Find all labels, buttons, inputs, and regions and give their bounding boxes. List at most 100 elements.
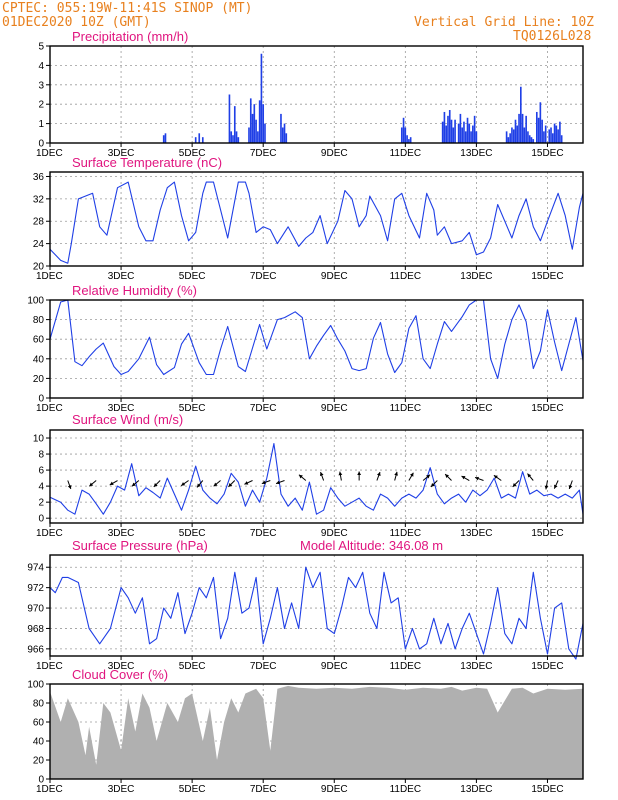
precip-bar xyxy=(258,100,261,143)
x-tick-label: 7DEC xyxy=(250,528,277,539)
precip-bar xyxy=(555,125,558,143)
precip-bar xyxy=(285,133,288,143)
precip-bar xyxy=(461,127,464,143)
precip-bar xyxy=(537,117,540,143)
precip-bar xyxy=(198,133,201,143)
precip-bar xyxy=(162,135,165,143)
grid-line-note: Vertical Grid Line: 10Z xyxy=(414,15,594,30)
precip-bar xyxy=(164,133,167,143)
wind-arrow-head xyxy=(153,483,158,487)
precip-bar xyxy=(544,125,547,143)
y-tick-label: 0 xyxy=(38,139,44,150)
precip-bar xyxy=(518,113,520,143)
y-tick-label: 4 xyxy=(38,482,44,493)
precip-bar xyxy=(441,121,444,143)
precip-bar xyxy=(528,135,531,143)
precip-bar xyxy=(264,123,266,143)
precip-bar xyxy=(406,135,408,143)
temp-line xyxy=(49,181,584,264)
precip-bar xyxy=(280,113,282,143)
wind-vector-arrow xyxy=(553,480,559,489)
wind-arrow-head xyxy=(568,485,573,489)
y-tick-label: 968 xyxy=(27,624,44,635)
precip-bar xyxy=(548,129,551,143)
y-tick-label: 966 xyxy=(27,644,44,655)
precip-bar xyxy=(539,102,542,143)
x-tick-label: 3DEC xyxy=(108,403,135,414)
precip-bar xyxy=(472,125,474,143)
precip-bar xyxy=(232,135,234,143)
wind-arrow-head xyxy=(197,483,201,488)
panel-frame xyxy=(49,45,584,144)
precip-bar xyxy=(530,137,533,143)
x-tick-label: 11DEC xyxy=(390,661,422,672)
wind-arrow-head xyxy=(409,472,414,477)
x-tick-label: 15DEC xyxy=(531,661,563,672)
y-tick-label: 10 xyxy=(33,434,45,445)
precip-bar xyxy=(400,127,403,143)
y-tick-label: 972 xyxy=(27,583,44,594)
precip-bar xyxy=(466,117,469,143)
wind-arrow-head xyxy=(475,476,480,481)
x-tick-label: 11DEC xyxy=(390,403,422,414)
wind-arrow-head xyxy=(357,471,362,476)
cloud-cover-area xyxy=(50,685,583,779)
x-tick-label: 9DEC xyxy=(321,148,348,159)
wind-vector-arrow xyxy=(244,480,253,485)
x-tick-label: 13DEC xyxy=(460,784,492,795)
x-tick-label: 1DEC xyxy=(36,528,63,539)
precip-bar xyxy=(560,135,563,143)
precip-bar xyxy=(516,125,519,143)
precip-bar xyxy=(408,139,410,143)
y-tick-label: 40 xyxy=(33,354,45,365)
y-tick-label: 60 xyxy=(33,718,45,729)
precip-bar xyxy=(230,131,233,143)
temp-title: Surface Temperature (nC) xyxy=(72,155,222,170)
wind-vector-arrow xyxy=(422,474,431,481)
x-tick-label: 15DEC xyxy=(531,148,563,159)
panels: 0 1 2 3 4 5 1DEC 3DEC 5DEC 7DEC 9DEC 11DEC 13DEC 15DE… xyxy=(27,29,584,795)
wind-vector-arrow xyxy=(109,480,118,486)
precip-bar xyxy=(550,127,552,143)
wind-vector-arrow xyxy=(298,474,307,481)
precip-bar xyxy=(443,111,446,143)
wind-vector-arrow xyxy=(474,476,484,481)
panel-wind: 0 2 4 6 8 10 1DEC 3DEC 5DEC 7DEC 9DEC 11DEC 13DEC 15D… xyxy=(33,412,584,539)
y-tick-label: 6 xyxy=(38,466,44,477)
x-tick-label: 5DEC xyxy=(179,528,206,539)
y-tick-label: 4 xyxy=(38,61,44,72)
precip-bar xyxy=(527,131,529,143)
wind-vector-arrow xyxy=(213,480,221,487)
precip-bar xyxy=(523,127,526,143)
x-tick-label: 15DEC xyxy=(531,784,563,795)
precip-bar xyxy=(512,129,515,143)
panel-frame xyxy=(49,299,584,399)
x-tick-label: 11DEC xyxy=(390,271,422,282)
station-header: CPTEC: 055:19W-11:41S SINOP (MT) xyxy=(2,1,252,16)
precip-bar xyxy=(409,137,412,143)
precip-bar xyxy=(559,121,561,143)
y-tick-label: 80 xyxy=(33,315,45,326)
precip-bar xyxy=(473,115,476,143)
y-tick-label: 0 xyxy=(38,775,44,786)
x-tick-label: 1DEC xyxy=(36,148,63,159)
precip-bar xyxy=(463,121,465,143)
x-tick-label: 9DEC xyxy=(321,403,348,414)
precip-bar xyxy=(505,131,508,143)
precip-bar xyxy=(253,104,256,143)
wind-arrow-head xyxy=(213,482,218,487)
x-tick-label: 3DEC xyxy=(108,148,135,159)
precip-bar xyxy=(233,106,236,143)
precip-bar xyxy=(459,113,462,143)
precip-bar xyxy=(551,133,554,143)
precip-bar xyxy=(541,119,543,143)
panel-pres: 966 968 970 972 974 1DEC 3DEC 5DEC 7DEC 9DEC 11DEC… xyxy=(27,538,584,672)
wind-vector-arrow xyxy=(88,480,97,487)
wind-vector-arrow xyxy=(527,473,534,481)
wind-vector-arrow xyxy=(493,474,502,481)
precip-bar xyxy=(228,94,231,143)
x-tick-label: 1DEC xyxy=(36,784,63,795)
wind-arrow-head xyxy=(131,482,136,487)
wind-vector-arrow xyxy=(544,480,549,490)
precip-bar xyxy=(521,113,524,143)
